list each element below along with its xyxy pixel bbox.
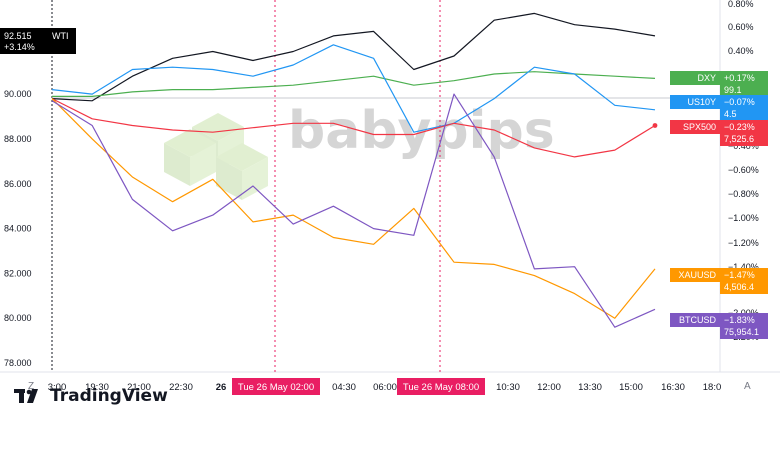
series-change-label: −1.83% (724, 315, 755, 325)
time-highlight-tag (232, 378, 320, 395)
series-value-label: 99.1 (724, 85, 742, 95)
series-change-label: −1.47% (724, 270, 755, 280)
zoom-toggle-button[interactable]: Z (28, 381, 34, 392)
series-value-label: 4.5 (724, 109, 737, 119)
right-tick-label: −0.80% (728, 189, 759, 199)
series-line-btcusd[interactable] (51, 93, 656, 328)
right-tick-label: −1.00% (728, 213, 759, 223)
time-tick-label: 13:30 (578, 382, 602, 393)
series-change-label: −0.07% (724, 97, 755, 107)
series-value-tag (720, 268, 768, 294)
time-tick-label: 15:00 (619, 382, 643, 393)
time-tick-label: 21:00 (127, 382, 151, 393)
series-value-tag (720, 120, 768, 146)
tradingview-name: TradingView (50, 386, 168, 406)
left-tick-label: 80.000 (4, 313, 32, 323)
time-tick-label: 12:00 (537, 382, 561, 393)
series-value-label: 75,954.1 (724, 327, 759, 337)
series-name-tag (670, 95, 720, 109)
time-tick-label: 06:00 (373, 382, 397, 393)
right-tick-label: 0.40% (728, 46, 754, 56)
series-end-point-spx500 (652, 123, 658, 128)
right-tick-label: −1.40% (728, 262, 759, 272)
main-symbol: WTI (52, 31, 69, 41)
left-tick-label: 88.000 (4, 134, 32, 144)
left-tick-label: 86.000 (4, 179, 32, 189)
series-change-label: +0.17% (724, 73, 755, 83)
series-value-label: 4,506.4 (724, 282, 754, 292)
series-value-tag (720, 95, 768, 121)
right-tick-label: 0.60% (728, 22, 754, 32)
left-tick-label: 82.000 (4, 268, 32, 278)
series-name-label: BTCUSD (679, 315, 717, 325)
time-tick-label: 26 (216, 382, 227, 393)
series-name-tag (670, 268, 720, 282)
main-value: 92.515 (4, 31, 32, 41)
series-name-label: DXY (697, 73, 716, 83)
main-change: +3.14% (4, 42, 35, 52)
series-value-label: 7,525.6 (724, 134, 754, 144)
time-tick-label: 19:30 (85, 382, 109, 393)
series-value-tag (720, 313, 768, 339)
series-name-tag (670, 120, 720, 134)
time-axis: 3:00 19:30 21:00 22:30 26 04:30 06:00 10:30 12:0… (48, 378, 722, 395)
series-line-us10y[interactable] (51, 44, 656, 133)
series-layer (51, 12, 658, 328)
left-tick-label: 84.000 (4, 224, 32, 234)
series-name-tag (670, 313, 720, 327)
series-value-tag (720, 71, 768, 97)
left-price-axis: 90.000 88.000 86.000 84.000 82.000 80.000 78.0… (4, 89, 32, 368)
time-tick-label: 3:00 (48, 382, 67, 393)
left-tick-label: 78.000 (4, 358, 32, 368)
main-symbol-badge[interactable]: 92.515 WTI +3.14% (0, 28, 76, 54)
tradingview-brand[interactable]: TradingView (14, 386, 168, 406)
series-name-label: XAUUSD (678, 270, 716, 280)
time-highlight-label: Tue 26 May 02:00 (238, 382, 314, 393)
time-tick-label: 18:0 (703, 382, 722, 393)
auto-scale-button[interactable]: A (744, 381, 751, 392)
series-change-label: −0.23% (724, 122, 755, 132)
series-name-label: US10Y (687, 97, 716, 107)
series-name-tag (670, 71, 720, 85)
time-tick-label: 10:30 (496, 382, 520, 393)
left-tick-label: 90.000 (4, 89, 32, 99)
time-tick-label: 16:30 (661, 382, 685, 393)
series-line-spx500[interactable] (51, 98, 656, 158)
series-line-xauusd[interactable] (51, 98, 656, 319)
series-labels: DXY +0.17% 99.1 US10Y −0.07% 4.5 SPX500 −0.23% 7… (670, 71, 768, 339)
time-highlight-tag (397, 378, 485, 395)
tradingview-logo-icon (14, 389, 38, 403)
series-line-wti[interactable] (51, 12, 656, 102)
series-name-label: SPX500 (683, 122, 716, 132)
time-tick-label: 22:30 (169, 382, 193, 393)
right-tick-label: −1.20% (728, 238, 759, 248)
time-highlight-label: Tue 26 May 08:00 (403, 382, 479, 393)
series-line-dxy[interactable] (52, 71, 656, 98)
time-tick-label: 04:30 (332, 382, 356, 393)
right-tick-label: 0.80% (728, 0, 754, 9)
right-tick-label: −0.60% (728, 165, 759, 175)
